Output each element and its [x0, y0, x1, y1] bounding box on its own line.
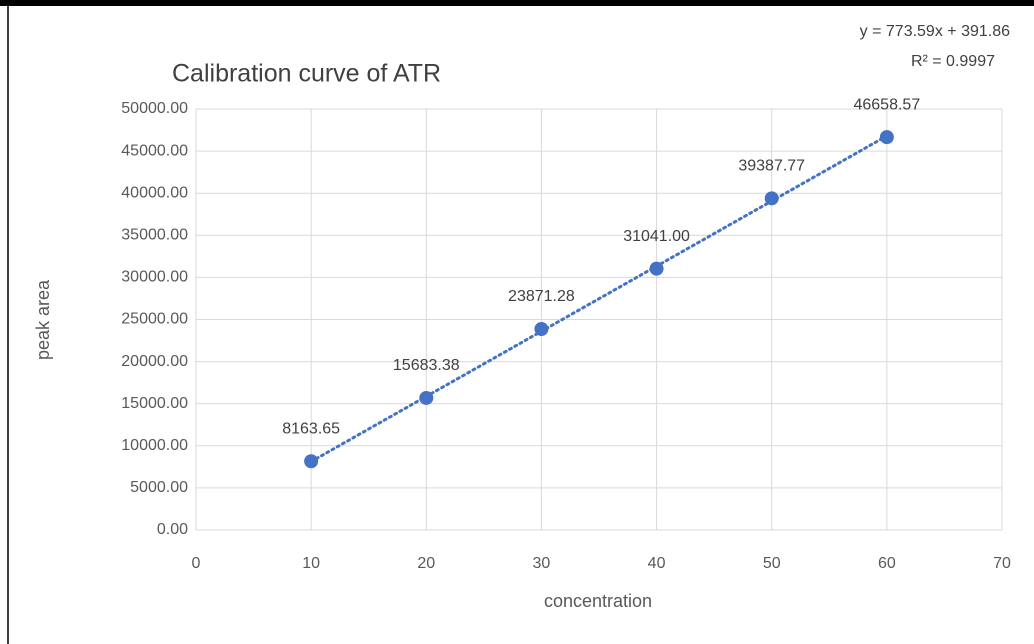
data-point — [534, 322, 549, 337]
data-point — [419, 390, 434, 405]
y-tick-label: 50000.00 — [121, 100, 188, 117]
x-tick-label: 30 — [533, 555, 551, 572]
data-point — [879, 130, 894, 145]
trendline — [309, 134, 889, 464]
x-tick-label: 0 — [192, 555, 201, 572]
x-axis-label: concentration — [544, 591, 652, 611]
data-label: 39387.77 — [738, 158, 805, 175]
y-tick-label: 0.00 — [157, 521, 188, 538]
y-tick-label: 30000.00 — [121, 269, 188, 286]
y-tick-label: 25000.00 — [121, 311, 188, 328]
chart-title: Calibration curve of ATR — [172, 60, 441, 88]
x-tick-label: 10 — [302, 555, 320, 572]
x-tick-label: 40 — [648, 555, 666, 572]
x-tick-label: 50 — [763, 555, 781, 572]
data-label: 31041.00 — [623, 228, 690, 245]
y-tick-label: 45000.00 — [121, 142, 188, 159]
data-label: 8163.65 — [282, 420, 340, 437]
y-axis-label: peak area — [33, 279, 53, 360]
y-tick-label: 35000.00 — [121, 227, 188, 244]
y-tick-label: 40000.00 — [121, 184, 188, 201]
y-tick-label: 10000.00 — [121, 437, 188, 454]
data-point — [764, 191, 779, 206]
trend-r-squared: R² = 0.9997 — [911, 53, 995, 70]
data-point — [649, 261, 664, 276]
top-border — [0, 0, 1034, 6]
data-label: 46658.57 — [853, 96, 920, 113]
data-point — [304, 454, 319, 469]
x-tick-label: 70 — [993, 555, 1011, 572]
x-tick-label: 20 — [417, 555, 435, 572]
x-tick-label: 60 — [878, 555, 896, 572]
data-label: 23871.28 — [508, 288, 575, 305]
data-label: 15683.38 — [393, 357, 460, 374]
y-tick-label: 20000.00 — [121, 353, 188, 370]
y-tick-label: 5000.00 — [130, 479, 188, 496]
y-tick-label: 15000.00 — [121, 395, 188, 412]
trend-equation: y = 773.59x + 391.86 — [860, 23, 1010, 40]
